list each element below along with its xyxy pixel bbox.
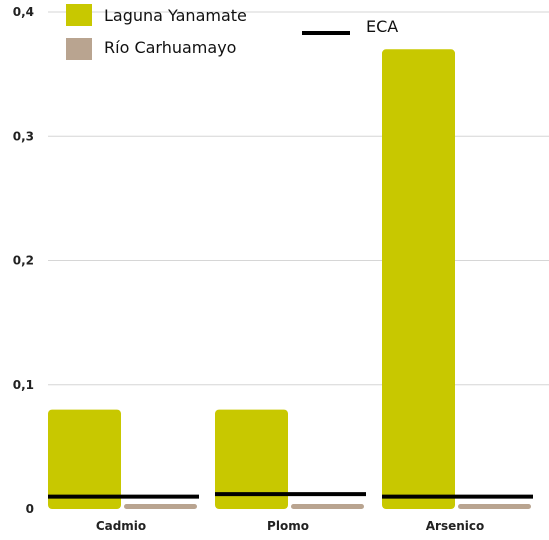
gridlines [48,11,549,386]
x-axis-categories: Cadmio Plomo Arsenico [96,519,484,533]
y-tick-label: 0,2 [13,254,34,268]
bar-r-o-carhuamayo-cadmio [124,504,197,509]
bar-r-o-carhuamayo-arsenico [458,504,531,509]
y-tick-label: 0,4 [13,5,34,19]
x-category-label: Cadmio [96,519,146,533]
y-tick-label: 0 [26,502,34,516]
legend-label-rio-carhuamayo: Río Carhuamayo [104,38,236,57]
legend: Laguna Yanamate Río Carhuamayo ECA [66,4,398,60]
x-category-label: Plomo [267,519,309,533]
legend-label-eca: ECA [366,17,398,36]
legend-swatch-rio-carhuamayo [66,38,92,60]
legend-label-laguna-yanamate: Laguna Yanamate [104,6,247,25]
eca-reference-lines [48,492,533,499]
y-tick-label: 0,3 [13,129,34,143]
bar-laguna-yanamate-plomo [215,409,288,509]
bars [48,49,531,510]
bar-laguna-yanamate-arsenico [382,49,455,510]
y-axis-ticks: 0 0,1 0,2 0,3 0,4 [13,5,34,516]
y-tick-label: 0,1 [13,378,34,392]
bar-r-o-carhuamayo-plomo [291,504,364,509]
legend-swatch-laguna-yanamate [66,4,92,26]
x-category-label: Arsenico [426,519,485,533]
bar-laguna-yanamate-cadmio [48,409,121,509]
